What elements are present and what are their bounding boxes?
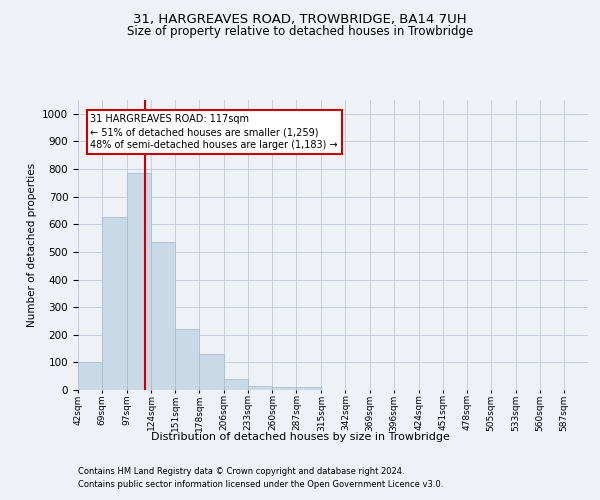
Text: Contains public sector information licensed under the Open Government Licence v3: Contains public sector information licen… [78, 480, 443, 489]
Bar [78, 362, 102, 390]
Bar [224, 379, 248, 390]
Bar [102, 218, 127, 390]
Bar [151, 242, 175, 390]
Text: 31 HARGREAVES ROAD: 117sqm
← 51% of detached houses are smaller (1,259)
48% of s: 31 HARGREAVES ROAD: 117sqm ← 51% of deta… [91, 114, 338, 150]
Bar [296, 387, 322, 390]
Text: Contains HM Land Registry data © Crown copyright and database right 2024.: Contains HM Land Registry data © Crown c… [78, 468, 404, 476]
Text: Size of property relative to detached houses in Trowbridge: Size of property relative to detached ho… [127, 25, 473, 38]
Bar [127, 173, 151, 390]
Bar [272, 387, 296, 390]
Bar [199, 354, 224, 390]
Bar [175, 329, 199, 390]
Text: 31, HARGREAVES ROAD, TROWBRIDGE, BA14 7UH: 31, HARGREAVES ROAD, TROWBRIDGE, BA14 7U… [133, 12, 467, 26]
Bar [248, 386, 272, 390]
Text: Distribution of detached houses by size in Trowbridge: Distribution of detached houses by size … [151, 432, 449, 442]
Y-axis label: Number of detached properties: Number of detached properties [26, 163, 37, 327]
